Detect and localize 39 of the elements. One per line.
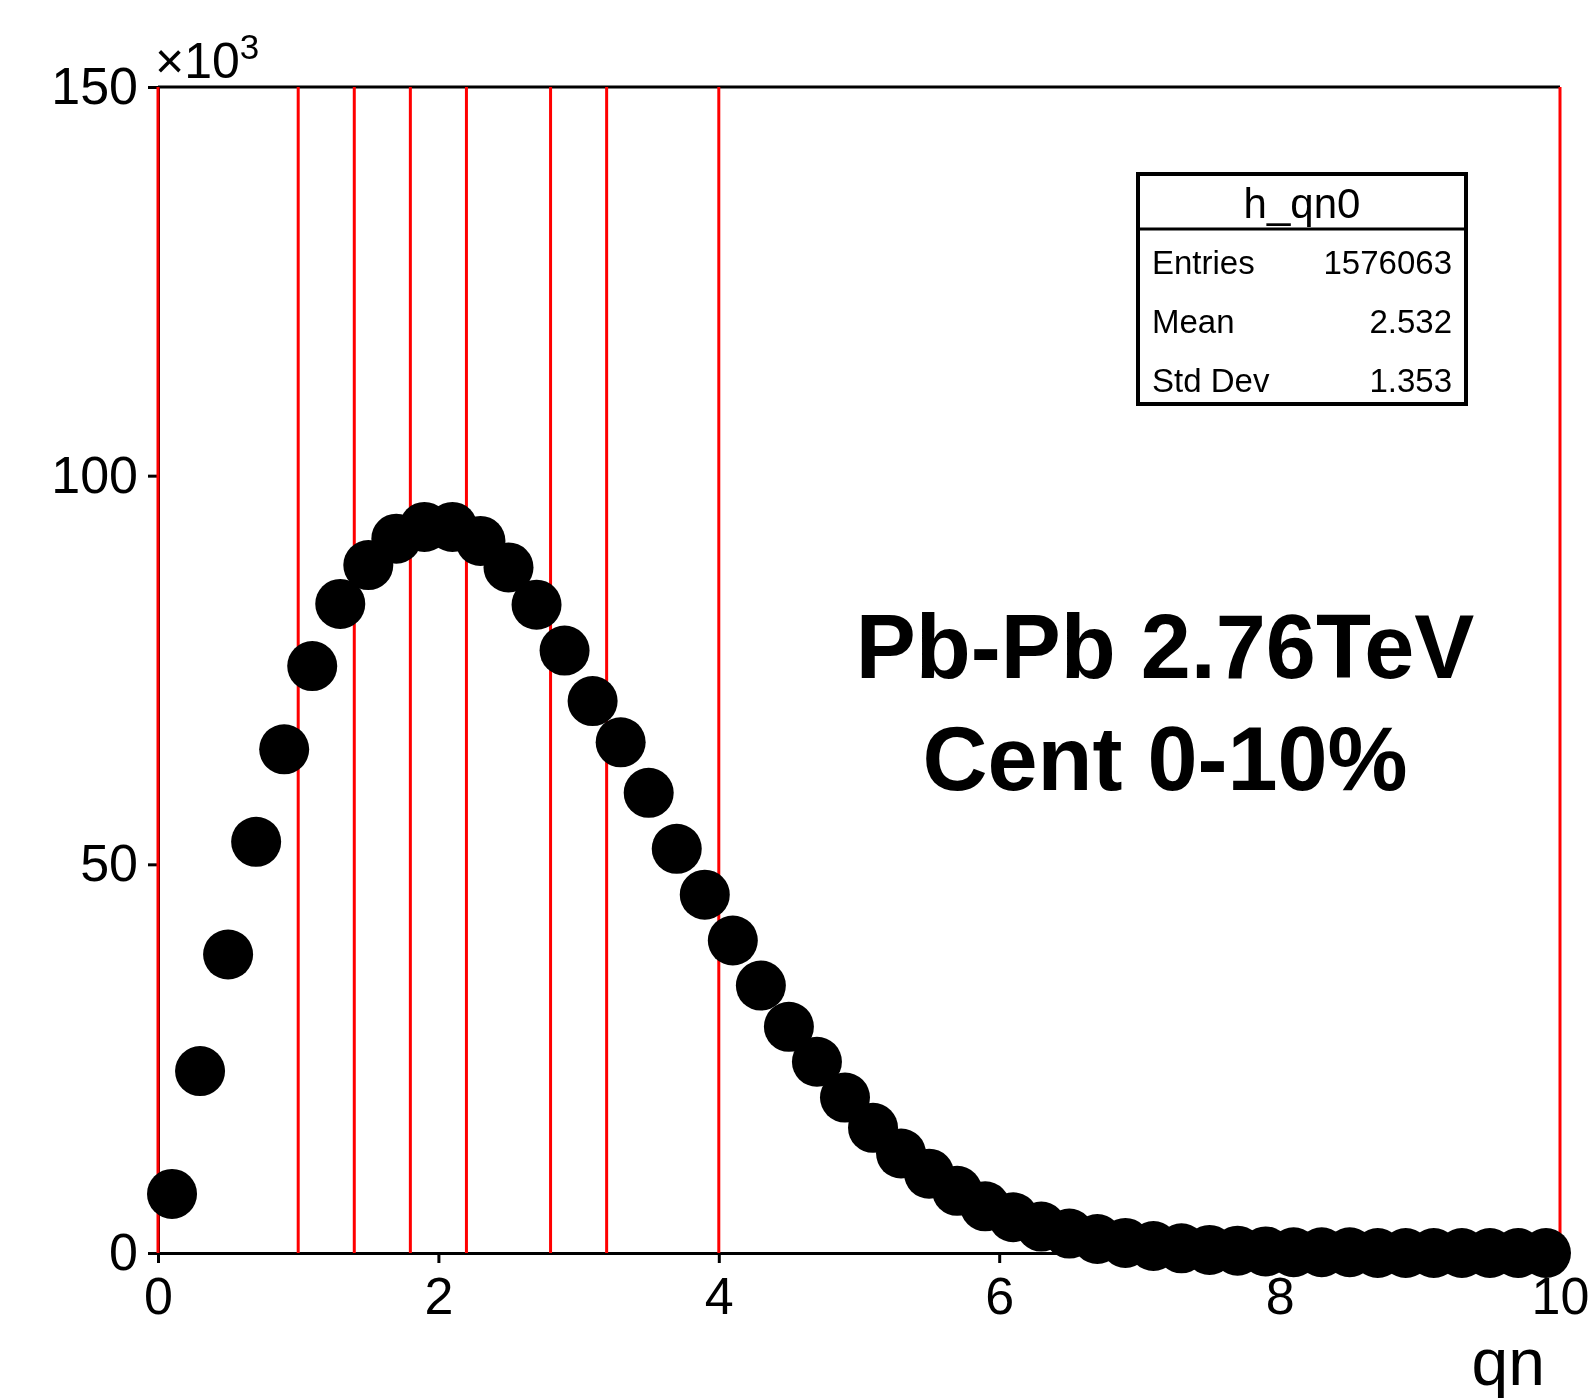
annotation: 2.532 <box>1369 303 1452 340</box>
annotation: Std Dev <box>1152 362 1270 399</box>
point <box>623 767 674 818</box>
annotation: Mean <box>1152 303 1235 340</box>
annotation: Cent 0-10% <box>922 709 1408 809</box>
annotation: 1576063 <box>1323 244 1452 281</box>
x-tick-label: 10 <box>1531 1266 1590 1325</box>
y-tick-label: 150 <box>51 57 138 116</box>
point <box>819 1072 870 1123</box>
x-tick-label: 2 <box>424 1266 454 1325</box>
point <box>539 625 590 676</box>
annotation: 1.353 <box>1369 362 1452 399</box>
annotation: Entries <box>1152 244 1255 281</box>
point <box>231 816 282 867</box>
y-tick-label: 0 <box>109 1223 138 1282</box>
point <box>763 1001 814 1052</box>
point <box>511 579 562 630</box>
point <box>735 960 786 1011</box>
point <box>175 1046 226 1097</box>
point <box>315 578 366 629</box>
x-tick-label: 6 <box>985 1266 1015 1325</box>
annotation: ×10$^{3}$ <box>155 26 260 89</box>
annotation: h_qn0 <box>1243 180 1361 227</box>
point <box>567 676 618 727</box>
point <box>287 641 338 692</box>
point <box>707 915 758 966</box>
y-tick-label: 50 <box>80 834 138 893</box>
point <box>791 1036 842 1087</box>
point <box>259 724 310 775</box>
point <box>147 1168 198 1219</box>
x-tick-label: 8 <box>1265 1266 1295 1325</box>
point <box>483 542 534 593</box>
annotation: Pb-Pb 2.76TeV <box>855 597 1475 697</box>
y-tick-label: 100 <box>51 445 138 504</box>
point <box>595 717 646 768</box>
x-tick-label: 4 <box>704 1266 734 1325</box>
point <box>203 929 254 980</box>
point <box>651 823 702 874</box>
point <box>679 869 730 920</box>
